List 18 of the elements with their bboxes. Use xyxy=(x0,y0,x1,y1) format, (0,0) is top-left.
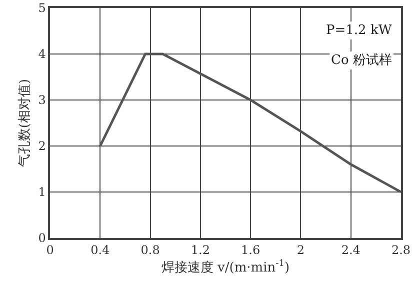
y-tick-label: 3 xyxy=(38,93,46,108)
x-tick-label: 1.6 xyxy=(241,243,260,258)
x-tick-label: 0.8 xyxy=(140,243,160,258)
y-tick-label: 2 xyxy=(38,139,46,154)
x-axis-title: 焊接速度 v/(m·min$^{-1}$) xyxy=(161,258,290,276)
y-tick-label: 5 xyxy=(38,1,46,16)
annotation: P=1.2 kW xyxy=(326,23,392,38)
y-tick-label: 4 xyxy=(38,47,46,62)
annotation: Co 粉试样 xyxy=(331,53,392,68)
x-tick-label: 2.4 xyxy=(341,243,361,258)
y-tick-label: 1 xyxy=(38,185,46,200)
x-tick-label: 2 xyxy=(296,243,305,258)
y-tick-label: 0 xyxy=(38,231,46,246)
x-tick-label: 2.8 xyxy=(391,243,411,258)
line-series xyxy=(98,52,401,194)
y-axis-title: 气孔数(相对值) xyxy=(18,78,33,168)
x-tick-label: 0.4 xyxy=(90,243,110,258)
x-tick-label: 1.2 xyxy=(190,243,210,258)
